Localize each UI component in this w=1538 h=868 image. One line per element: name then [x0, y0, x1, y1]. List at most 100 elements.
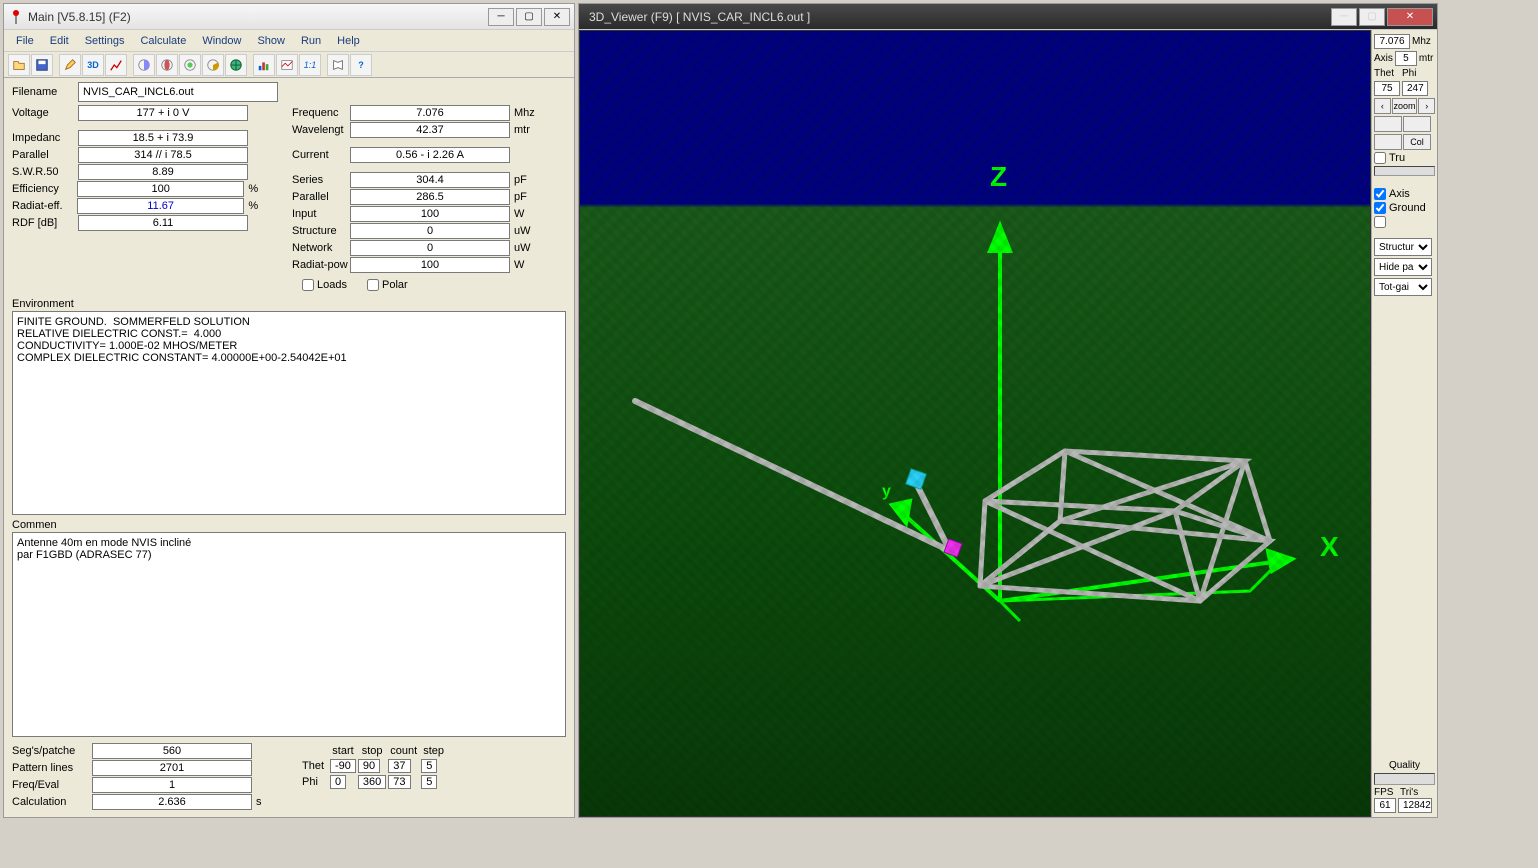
polar-checkbox[interactable]: Polar [367, 279, 408, 291]
patternlines-label: Pattern lines [12, 762, 92, 774]
viewer-title: 3D_Viewer (F9) [ NVIS_CAR_INCL6.out ] [583, 10, 1331, 24]
tool-save-icon[interactable] [31, 54, 53, 76]
zoom-left-button[interactable]: ‹ [1374, 98, 1391, 114]
series-label: Series [292, 174, 350, 186]
main-titlebar[interactable]: Main [V5.8.15] (F2) ─ ▢ ✕ [4, 4, 574, 30]
viewer-canvas[interactable]: y [579, 30, 1371, 817]
tool-polar2-icon[interactable] [156, 54, 178, 76]
tool-open-icon[interactable] [8, 54, 30, 76]
freqeval-field: 1 [92, 777, 252, 793]
swr-field: 8.89 [78, 164, 248, 180]
viewer-maximize-button[interactable]: ▢ [1359, 8, 1385, 26]
tool-help-icon[interactable]: ? [350, 54, 372, 76]
tris-field: 12842 [1398, 798, 1432, 813]
tool-bars-icon[interactable] [253, 54, 275, 76]
tool-polar4-icon[interactable] [202, 54, 224, 76]
freq-field: 7.076 [350, 105, 510, 121]
sweep-table: start stop count step Thet -90 90 37 5 P… [300, 743, 448, 791]
current-label: Current [292, 149, 350, 161]
wavelength-field: 42.37 [350, 122, 510, 138]
minimize-button[interactable]: ─ [488, 8, 514, 26]
viewer-close-button[interactable]: ✕ [1387, 8, 1433, 26]
sel-totgain[interactable]: Tot-gai [1374, 278, 1432, 296]
menu-file[interactable]: File [8, 33, 42, 49]
swr-label: S.W.R.50 [12, 166, 78, 178]
viewer-phi[interactable]: 247 [1402, 81, 1428, 96]
tool-globe-icon[interactable] [225, 54, 247, 76]
close-button[interactable]: ✕ [544, 8, 570, 26]
rdf-label: RDF [dB] [12, 217, 78, 229]
tool-polar1-icon[interactable] [133, 54, 155, 76]
quality-label: Quality [1374, 760, 1435, 771]
radiateff-field: 11.67 [77, 198, 244, 214]
left-column: Voltage177 + i 0 V Impedanc18.5 + i 73.9… [12, 105, 272, 294]
segs-field: 560 [92, 743, 252, 759]
parallel2-field: 286.5 [350, 189, 510, 205]
calculation-label: Calculation [12, 796, 92, 808]
main-body: Filename Voltage177 + i 0 V Impedanc18.5… [4, 78, 574, 817]
freqeval-label: Freq/Eval [12, 779, 92, 791]
rdf-field: 6.11 [78, 215, 248, 231]
viewer-titlebar[interactable]: 3D_Viewer (F9) [ NVIS_CAR_INCL6.out ] ─ … [579, 4, 1437, 30]
svg-text:y: y [882, 483, 891, 500]
btn-blank1[interactable] [1374, 116, 1402, 132]
menu-run[interactable]: Run [293, 33, 329, 49]
tool-3d-icon[interactable]: 3D [82, 54, 104, 76]
toolbar: 3D 1:1 ? [4, 52, 574, 78]
menu-show[interactable]: Show [249, 33, 293, 49]
table-row: Thet -90 90 37 5 [302, 759, 446, 773]
viewer-axis-val: 5 [1395, 51, 1417, 66]
tool-polar3-icon[interactable] [179, 54, 201, 76]
menubar: File Edit Settings Calculate Window Show… [4, 30, 574, 52]
radiatpow-label: Radiat-pow [292, 259, 350, 271]
viewer-theta[interactable]: 75 [1374, 81, 1400, 96]
menu-calculate[interactable]: Calculate [132, 33, 194, 49]
sel-structure[interactable]: Structur [1374, 238, 1432, 256]
parallel-field: 314 // i 78.5 [78, 147, 248, 163]
calculation-field: 2.636 [92, 794, 252, 810]
btn-col[interactable]: Col [1403, 134, 1431, 150]
tool-lines-icon[interactable] [276, 54, 298, 76]
main-title: Main [V5.8.15] (F2) [28, 10, 488, 24]
filename-label: Filename [12, 86, 78, 98]
zoom-right-button[interactable]: › [1418, 98, 1435, 114]
viewer-freq: 7.076 [1374, 34, 1410, 49]
structure-field: 0 [350, 223, 510, 239]
efficiency-field: 100 [77, 181, 244, 197]
filename-field[interactable] [78, 82, 278, 102]
network-field: 0 [350, 240, 510, 256]
bottom-grid: Seg's/patche560 Pattern lines2701 Freq/E… [12, 737, 566, 811]
impedance-label: Impedanc [12, 132, 78, 144]
segs-label: Seg's/patche [12, 745, 92, 757]
menu-settings[interactable]: Settings [77, 33, 133, 49]
comment-text[interactable]: Antenne 40m en mode NVIS incliné par F1G… [12, 532, 566, 737]
maximize-button[interactable]: ▢ [516, 8, 542, 26]
table-row: Phi 0 360 73 5 [302, 775, 446, 789]
slider[interactable] [1374, 166, 1435, 176]
quality-slider[interactable] [1374, 773, 1435, 785]
app-icon [8, 9, 24, 25]
chk-true[interactable]: Tru [1374, 152, 1435, 164]
tool-ratio-icon[interactable]: 1:1 [299, 54, 321, 76]
chk-extra[interactable] [1374, 216, 1435, 228]
chk-ground[interactable]: Ground [1374, 202, 1435, 214]
voltage-label: Voltage [12, 107, 78, 119]
impedance-field: 18.5 + i 73.9 [78, 130, 248, 146]
viewer-minimize-button[interactable]: ─ [1331, 8, 1357, 26]
menu-help[interactable]: Help [329, 33, 368, 49]
menu-edit[interactable]: Edit [42, 33, 77, 49]
series-field: 304.4 [350, 172, 510, 188]
chk-axis[interactable]: Axis [1374, 188, 1435, 200]
patternlines-field: 2701 [92, 760, 252, 776]
btn-blank3[interactable] [1374, 134, 1402, 150]
btn-blank2[interactable] [1403, 116, 1431, 132]
menu-window[interactable]: Window [194, 33, 249, 49]
loads-checkbox[interactable]: Loads [302, 279, 347, 291]
parallel2-label: Parallel [292, 191, 350, 203]
tool-edit-icon[interactable] [59, 54, 81, 76]
tool-book-icon[interactable] [327, 54, 349, 76]
environment-text[interactable]: FINITE GROUND. SOMMERFELD SOLUTION RELAT… [12, 311, 566, 516]
sel-hide[interactable]: Hide pa [1374, 258, 1432, 276]
fps-field: 61 [1374, 798, 1396, 813]
tool-chart-icon[interactable] [105, 54, 127, 76]
